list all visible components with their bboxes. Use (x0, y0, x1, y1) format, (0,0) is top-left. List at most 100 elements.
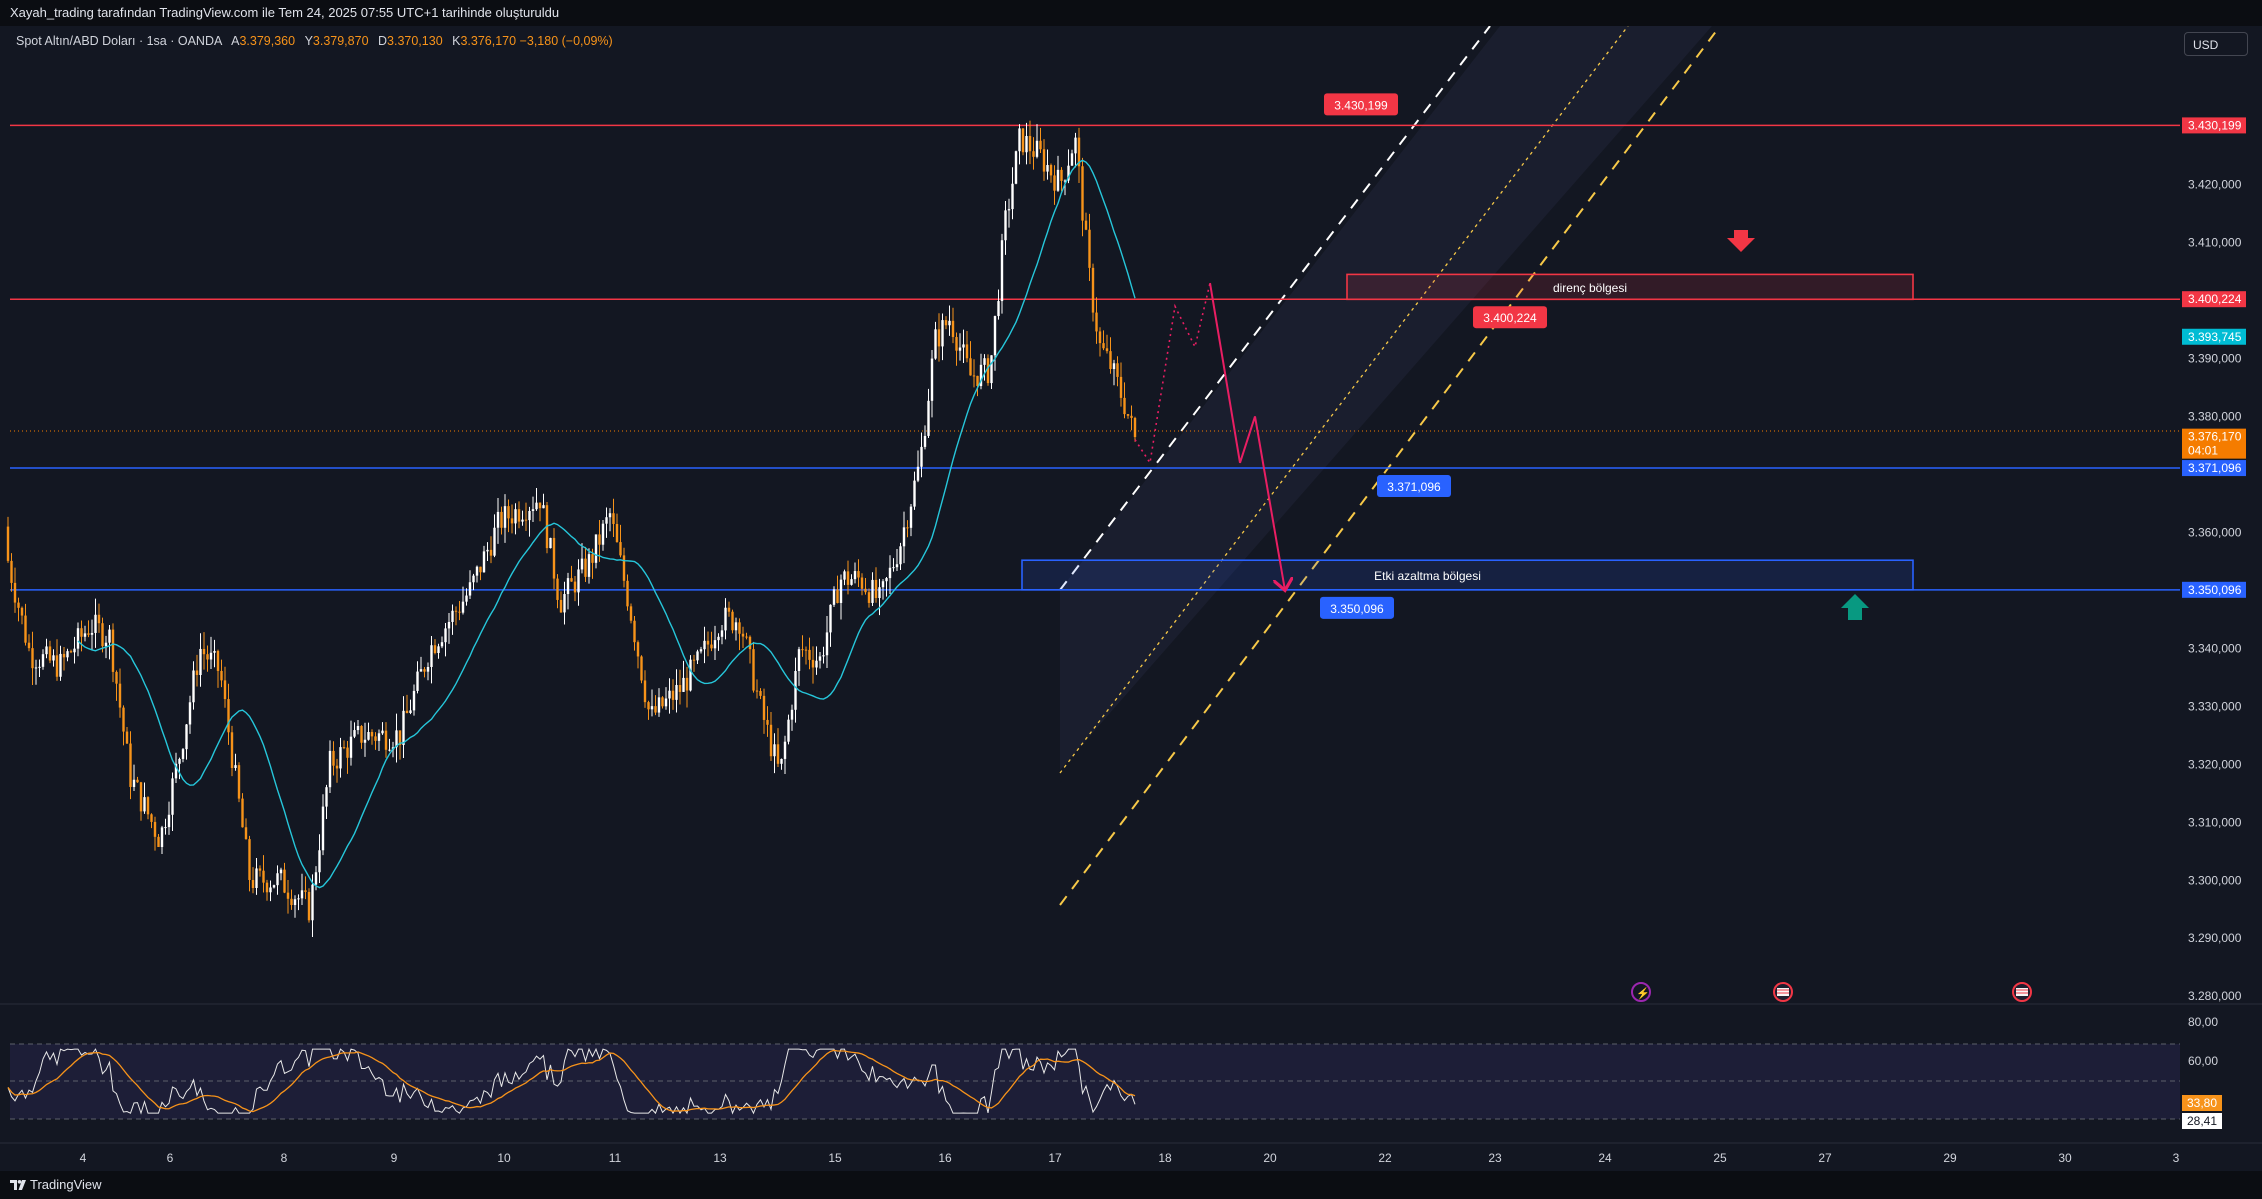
event-icons[interactable]: ⚡ (1631, 982, 2032, 1002)
candle-body (843, 571, 846, 580)
price-tag[interactable] (2182, 117, 2246, 134)
candle-body (738, 622, 741, 634)
candle-body (591, 554, 594, 563)
rsi-ma-tag[interactable] (2182, 1095, 2222, 1111)
moving-average-line[interactable] (77, 159, 1136, 889)
footer-brand[interactable]: TradingView (30, 1177, 102, 1192)
candle-body (300, 890, 304, 899)
close-value: 3.376,170 (460, 34, 517, 48)
tradingview-logo-icon[interactable] (10, 1180, 26, 1190)
candle-body (297, 898, 300, 900)
candle-body (549, 537, 552, 549)
candle-body (468, 582, 472, 596)
price-axis[interactable] (2180, 26, 2262, 1171)
candle-body (339, 747, 342, 769)
candle-body (801, 649, 804, 651)
price-tag[interactable] (2182, 460, 2246, 477)
x-tick-label: 25 (1713, 1151, 1727, 1165)
candle-body (1014, 151, 1018, 184)
candle-body (829, 604, 832, 633)
candle-body (178, 758, 181, 764)
price-tag[interactable] (2182, 291, 2246, 308)
x-tick-label: 22 (1378, 1151, 1392, 1165)
candle-body (20, 607, 24, 616)
down-arrow-icon[interactable] (1727, 230, 1755, 252)
candle-body (640, 656, 643, 681)
candle-body (941, 320, 944, 347)
candle-body (965, 344, 969, 359)
candle-body (111, 629, 115, 672)
candle-body (594, 534, 598, 563)
candle-body (741, 633, 745, 637)
currency-selector[interactable]: USD (2184, 32, 2248, 56)
candle-body (293, 899, 297, 906)
candle-body (265, 882, 269, 893)
candle-body (139, 782, 143, 812)
level-callout[interactable] (1473, 306, 1547, 329)
level-callout[interactable] (1324, 93, 1398, 116)
candle-body (909, 506, 913, 528)
candle-body (346, 747, 349, 758)
candle-body (1056, 169, 1060, 191)
rsi-ma-value: 33,80 (2187, 1096, 2217, 1110)
resistance-zone[interactable] (1346, 273, 1914, 301)
candle-body (755, 690, 759, 692)
candle-body (199, 648, 202, 676)
candle-body (720, 630, 724, 637)
candle-body (678, 685, 682, 692)
candle-body (605, 517, 608, 524)
candle-body (836, 589, 839, 603)
candle-body (559, 599, 563, 613)
candle-body (59, 653, 62, 677)
candle-body (521, 519, 524, 522)
rsi-ma-line[interactable] (7, 1049, 1136, 1113)
open-value: 3.379,360 (239, 34, 296, 48)
price-tag[interactable] (2182, 428, 2246, 459)
symbol-legend[interactable]: Spot Altın/ABD Doları · 1sa · OANDA A3.3… (16, 32, 613, 50)
candle-body (1025, 135, 1028, 153)
candle-body (409, 710, 412, 713)
price-tag[interactable] (2182, 328, 2246, 345)
candle-body (972, 375, 976, 377)
level-callout[interactable] (1320, 596, 1394, 619)
x-tick-label: 17 (1048, 1151, 1062, 1165)
candle-body (790, 709, 794, 720)
candle-body (752, 649, 755, 691)
candle-body (216, 650, 220, 671)
candle-body (1032, 151, 1035, 157)
price-pane[interactable] (10, 26, 2180, 1004)
candle-body (1119, 376, 1123, 398)
candle-body (717, 636, 720, 641)
candle-body (885, 578, 888, 582)
candle-body (951, 320, 955, 338)
support-zone[interactable] (1021, 559, 1914, 591)
projection-path[interactable] (1209, 282, 1285, 590)
candle-body (1004, 210, 1007, 241)
up-arrow-icon[interactable] (1841, 594, 1869, 620)
candle-body (1123, 397, 1126, 415)
channel-mid-line[interactable] (1059, 25, 1629, 774)
high-label: Y (304, 34, 313, 48)
level-callout-label: 3.350,096 (1330, 602, 1384, 616)
candle-body (241, 798, 244, 828)
projection-dotted-path[interactable] (1134, 282, 1211, 466)
candle-body (927, 400, 930, 436)
rsi-line[interactable] (7, 1047, 1136, 1115)
candle-body (930, 358, 934, 401)
candle-body (335, 765, 339, 769)
candle-body (832, 589, 836, 605)
lightning-event-icon[interactable] (1631, 982, 1651, 1002)
price-tag[interactable] (2182, 581, 2246, 598)
candle-body (1112, 363, 1116, 369)
level-callout[interactable] (1377, 475, 1451, 498)
candle-body (402, 710, 405, 745)
symbol-name[interactable]: Spot Altın/ABD Doları · 1sa · OANDA (16, 34, 222, 48)
candle-body (1028, 135, 1032, 152)
candle-body (871, 579, 874, 603)
candle-body (461, 601, 465, 613)
candle-body (958, 347, 962, 351)
rsi-value-tag[interactable] (2182, 1113, 2222, 1129)
candle-body (986, 358, 990, 384)
candle-body (538, 502, 542, 509)
